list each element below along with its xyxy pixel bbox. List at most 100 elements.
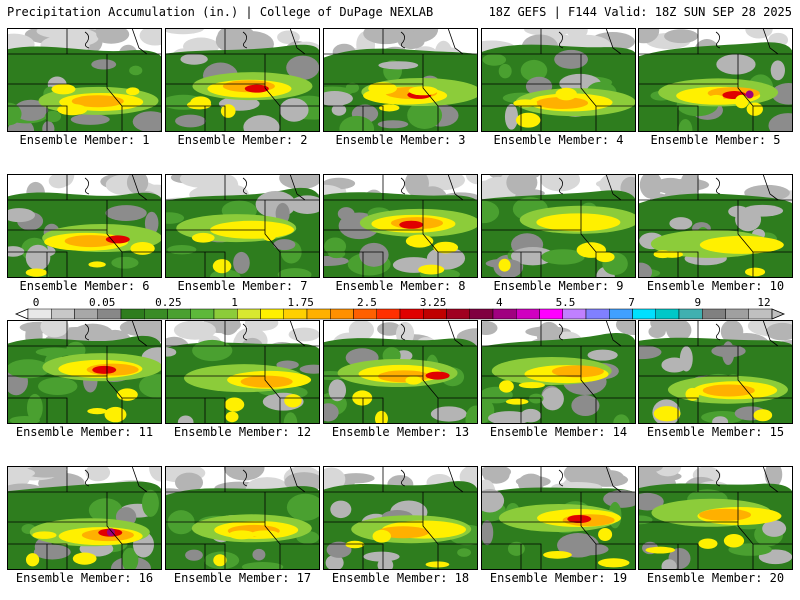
map-frame [7,28,162,132]
precip-blotch [180,53,208,65]
state-border [715,177,721,195]
header-title-left: Precipitation Accumulation (in.) | Colle… [7,5,434,19]
state-border [165,543,226,570]
trace-area [323,467,346,492]
precip-patch [597,558,630,568]
colorbar-tick-label: 4 [495,296,503,309]
trace-area [179,174,224,188]
colorbar-tick-label: 1.75 [287,296,314,309]
trace-area [337,473,375,484]
state-border [762,466,779,493]
trace-area [764,466,783,488]
trace-area [223,466,265,481]
ensemble-panel-17: Ensemble Member: 17 [165,466,320,596]
map-frame [481,466,636,570]
map-image [481,174,636,278]
state-border [737,492,793,545]
precip-band-red [567,515,592,524]
precip-patch [418,264,445,275]
trace-area [648,325,666,338]
colorbar-segment [27,308,52,320]
state-border [762,174,779,201]
colorbar-segment [539,308,563,320]
precip-blotch [70,114,110,125]
map-image [165,28,320,132]
map-frame [638,466,793,570]
colorbar-segment [283,308,308,320]
state-border [131,174,148,201]
precip-blotch [323,256,349,267]
state-border [605,174,622,201]
precip-band-yellow [699,235,784,254]
precip-blotch [603,490,636,508]
map-image [481,28,636,132]
precip-blotch [363,551,400,562]
ensemble-member-label: Ensemble Member: 11 [15,425,154,439]
ensemble-member-label: Ensemble Member: 4 [493,133,624,147]
precip-blotch [241,561,284,570]
state-border [605,466,622,493]
ensemble-panel-11: Ensemble Member: 11 [7,320,162,450]
colorbar-segment [306,308,331,320]
precip-blotch [613,414,630,424]
precip-blotch [276,360,299,370]
colorbar-bar [14,308,786,320]
map-image [481,466,636,570]
precip-blotch [111,256,139,269]
precip-patch [433,241,459,254]
precip-blotch [482,53,507,66]
state-border [323,543,384,570]
state-border [264,200,320,253]
precip-max-magenta [106,528,115,537]
state-border [638,105,699,132]
ensemble-member-label: Ensemble Member: 12 [173,425,312,439]
header-title-right: 18Z GEFS | F144 Valid: 18Z SUN SEP 28 20… [488,5,792,19]
ensemble-panel-15: Ensemble Member: 15 [638,320,793,450]
precip-patch [744,267,766,277]
precip-patch [130,242,155,255]
trace-area [173,320,217,340]
precip-blotch [541,387,564,411]
state-border [323,251,384,278]
state-border [84,323,90,341]
ensemble-panel-10: Ensemble Member: 10 [638,174,793,304]
state-border [447,466,464,493]
precip-patch [220,104,236,118]
precip-blotch [331,104,347,116]
state-border [7,105,68,132]
precip-blotch [571,395,600,417]
precip-patch [25,268,48,277]
precip-blotch [554,49,588,69]
precip-patch [685,387,700,401]
precip-patch [723,534,745,548]
trace-area [96,28,121,43]
trace-area [465,174,478,185]
precip-patch [262,228,277,241]
precip-blotch [638,345,662,360]
precip-patch [518,381,545,389]
map-frame [165,174,320,278]
map-image [7,466,162,570]
colorbar-segment [167,308,191,320]
colorbar-segment [655,308,680,320]
precip-blotch [638,492,664,511]
ensemble-panel-5: Ensemble Member: 5 [638,28,793,158]
map-image [165,466,320,570]
state-border [264,492,320,545]
colorbar-tick-label: 0.05 [88,296,116,309]
ensemble-panel-19: Ensemble Member: 19 [481,466,636,596]
state-border [84,177,90,195]
map-frame [7,174,162,278]
state-border [422,346,478,399]
state-border [106,54,162,107]
state-border [558,469,564,487]
ensemble-member-label: Ensemble Member: 8 [335,279,466,293]
ensemble-member-label: Ensemble Member: 20 [646,571,785,585]
precip-blotch [132,111,162,132]
precip-blotch [712,416,729,424]
precip-blotch [165,347,177,357]
trace-area [654,177,687,194]
state-border [323,105,384,132]
precip-blotch [324,237,347,256]
ensemble-member-label: Ensemble Member: 18 [331,571,470,585]
